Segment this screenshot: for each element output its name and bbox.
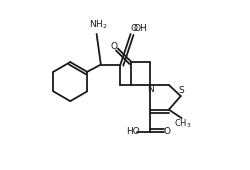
Text: HO: HO: [126, 127, 140, 136]
Text: S: S: [178, 86, 184, 95]
Text: OH: OH: [132, 24, 146, 33]
Text: N: N: [147, 85, 154, 94]
Text: O: O: [130, 24, 136, 33]
Text: CH$_3$: CH$_3$: [173, 117, 190, 130]
Text: O: O: [163, 127, 170, 136]
Text: NH$_2$: NH$_2$: [89, 18, 107, 31]
Text: O: O: [110, 42, 117, 51]
